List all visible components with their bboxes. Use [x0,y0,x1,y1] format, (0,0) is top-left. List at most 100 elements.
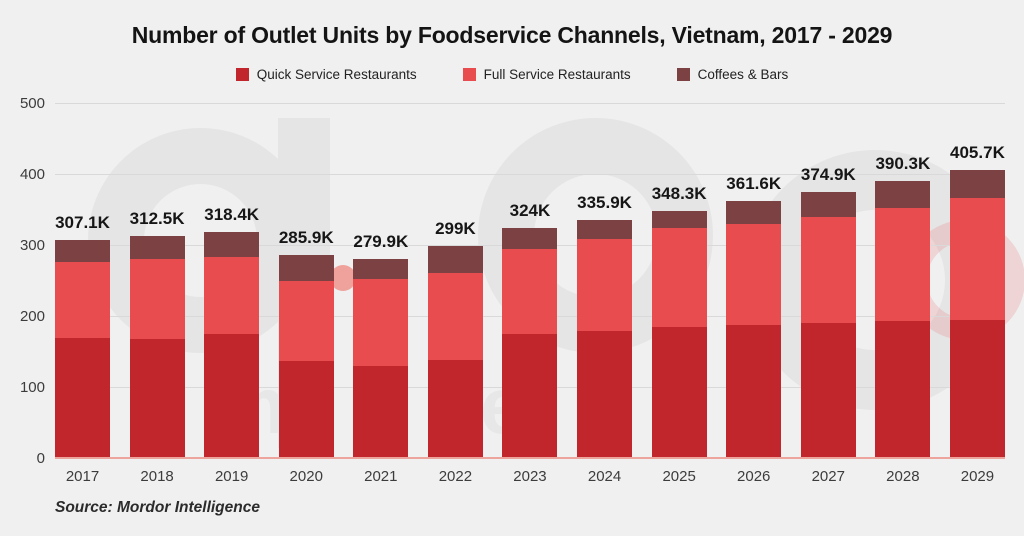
bar-2027: 374.9K 2027 [800,103,856,485]
bar-2024: 335.9K 2024 [577,103,633,485]
x-axis-label-2023: 2023 [513,468,547,485]
legend-swatch-full-service-icon [462,68,476,81]
bar-segment-2027-coffees-bars [800,191,856,218]
bar-segment-2028-quick-service-restaurants [875,320,931,458]
bar-segment-2024-quick-service-restaurants [577,330,633,458]
bar-2020: 285.9K 2020 [278,103,334,485]
bar-segment-2022-coffees-bars [427,245,483,274]
x-axis-label-2020: 2020 [289,468,323,485]
bar-segment-2028-full-service-restaurants [875,207,931,321]
gridline-400 [55,174,1005,175]
total-label-2019: 318.4K [204,204,260,224]
bar-2019: 318.4K 2019 [204,103,260,485]
legend: Quick Service Restaurants Full Service R… [0,67,1024,82]
legend-label-quick-service: Quick Service Restaurants [256,67,417,82]
bar-2018: 312.5K 2018 [129,103,185,485]
bar-segment-2022-quick-service-restaurants [427,360,483,458]
bar-segment-2018-coffees-bars [129,236,185,259]
bar-segment-2018-full-service-restaurants [129,258,185,339]
legend-swatch-quick-service-icon [235,68,249,81]
legend-item-full-service: Full Service Restaurants [462,67,631,82]
bar-segment-2024-coffees-bars [577,219,633,240]
x-axis-label-2017: 2017 [65,468,100,485]
total-label-2018: 312.5K [129,209,185,229]
x-axis-label-2021: 2021 [364,468,398,485]
y-axis-tick-200: 200 [19,308,45,325]
source-note: Source: Mordor Intelligence [55,499,260,516]
total-label-2023: 324K [509,200,551,220]
bar-segment-2017-quick-service-restaurants [55,338,110,458]
total-label-2026: 361.6K [726,174,782,194]
total-label-2021: 279.9K [353,232,409,252]
y-axis-tick-100: 100 [19,379,45,396]
x-axis-label-2019: 2019 [214,468,249,485]
legend-label-full-service: Full Service Restaurants [483,67,631,82]
bar-segment-2021-full-service-restaurants [353,279,409,367]
bar-segment-2027-full-service-restaurants [800,217,856,324]
bar-segment-2022-full-service-restaurants [427,273,483,361]
bar-segment-2026-full-service-restaurants [726,224,782,325]
total-label-2022: 299K [435,218,476,238]
bar-segment-2029-quick-service-restaurants [949,319,1005,458]
y-axis-tick-300: 300 [19,237,45,254]
bar-segment-2025-coffees-bars [651,210,707,229]
total-label-2029: 405.7K [950,142,1005,162]
bar-segment-2020-full-service-restaurants [278,281,334,361]
bar-segment-2026-coffees-bars [726,201,782,225]
x-axis-label-2025: 2025 [662,468,696,485]
total-label-2028: 390.3K [875,153,931,173]
bar-segment-2019-full-service-restaurants [204,256,260,335]
total-label-2017: 307.1K [55,212,110,232]
bar-2029: 405.7K 2029 [949,103,1005,485]
bar-segment-2017-coffees-bars [55,239,110,263]
bar-segment-2020-coffees-bars [278,255,334,282]
bar-segment-2023-coffees-bars [502,227,558,250]
bar-segment-2021-quick-service-restaurants [353,366,409,458]
bar-segment-2029-coffees-bars [949,169,1005,199]
gridline-500 [55,103,1005,104]
bar-segment-2020-quick-service-restaurants [278,360,334,458]
legend-swatch-coffees-bars-icon [676,68,690,81]
bar-segment-2021-coffees-bars [353,259,409,280]
bar-2023: 324K 2023 [502,103,558,485]
legend-item-coffees-bars: Coffees & Bars [676,67,789,82]
bar-segment-2024-full-service-restaurants [577,239,633,331]
bar-segment-2026-quick-service-restaurants [726,324,782,458]
bar-2022: 299K 2022 [427,103,483,485]
x-axis-label-2018: 2018 [140,468,174,485]
bar-2017: 307.1K 2017 [55,103,110,485]
bar-segment-2017-full-service-restaurants [55,262,110,339]
x-axis-label-2022: 2022 [438,468,473,485]
x-axis-label-2028: 2028 [886,468,920,485]
bar-2021: 279.9K 2021 [353,103,409,485]
x-axis-line [55,457,1005,459]
bar-segment-2028-coffees-bars [875,180,931,208]
bar-segment-2023-full-service-restaurants [502,249,558,334]
x-axis-label-2026: 2026 [737,468,771,485]
legend-item-quick-service: Quick Service Restaurants [235,67,417,82]
bar-2026: 361.6K 2026 [726,103,782,485]
legend-label-coffees-bars: Coffees & Bars [697,67,789,82]
bar-segment-2018-quick-service-restaurants [129,338,185,458]
bar-segment-2019-coffees-bars [204,231,260,257]
total-label-2025: 348.3K [651,183,707,203]
plot-area: 500 400 300 200 100 0 307.1K 2017 312.5K 2018 318.… [20,95,1005,485]
bar-segment-2019-quick-service-restaurants [204,334,260,458]
chart-title: Number of Outlet Units by Foodservice Ch… [131,22,893,48]
total-label-2020: 285.9K [278,228,334,248]
bar-segment-2023-quick-service-restaurants [502,333,558,458]
bar-segment-2027-quick-service-restaurants [800,323,856,458]
y-axis-tick-0: 0 [36,450,45,467]
y-axis-tick-500: 500 [19,95,45,112]
bars-group: 307.1K 2017 312.5K 2018 318.4K 2019 285.9K 2020… [55,103,1005,485]
bar-segment-2025-full-service-restaurants [651,228,707,328]
bar-segment-2025-quick-service-restaurants [651,327,707,458]
x-axis-label-2029: 2029 [960,468,995,485]
bar-segment-2029-full-service-restaurants [949,198,1005,320]
total-label-2027: 374.9K [800,164,856,184]
total-label-2024: 335.9K [577,192,632,212]
bar-2025: 348.3K 2025 [651,103,707,485]
x-axis-label-2024: 2024 [587,468,622,485]
x-axis-label-2027: 2027 [811,468,845,485]
